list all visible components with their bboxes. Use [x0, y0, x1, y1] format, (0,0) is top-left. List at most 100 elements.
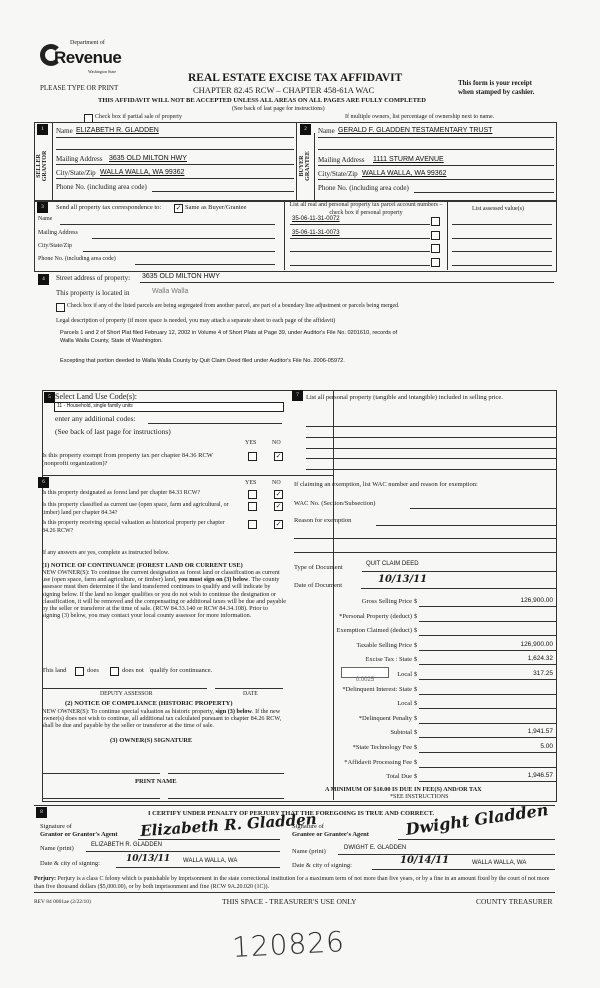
currency-sign: $ — [414, 744, 418, 751]
buyer-name[interactable]: GERALD F. GLADDEN TESTAMENTARY TRUST — [338, 127, 493, 134]
fee-label: *Personal Property (deduct) — [339, 612, 412, 620]
fee-line — [419, 766, 556, 768]
fee-line — [419, 635, 556, 637]
fee-label: Local — [397, 700, 412, 708]
grantor-sign-city[interactable]: WALLA WALLA, WA — [183, 858, 238, 864]
exempt-no-checkbox[interactable]: ✓ — [274, 452, 283, 461]
logo-swoosh-icon — [40, 44, 62, 66]
parcel-number[interactable]: 35-06-11-31-0072 — [292, 216, 340, 222]
personal-property-checkbox[interactable] — [431, 217, 440, 226]
land-use-code-select[interactable]: 11 - Household, single family units — [54, 402, 284, 412]
question-no-checkbox[interactable]: ✓ — [274, 520, 283, 529]
currency-sign: $ — [414, 729, 418, 737]
dor-logo: Department of Revenue Washington State — [40, 40, 122, 80]
currency-sign: $ — [414, 685, 418, 693]
fee-line — [419, 679, 556, 680]
fee-line — [419, 737, 556, 739]
assessed-value-line[interactable] — [452, 251, 552, 252]
question-no-checkbox[interactable]: ✓ — [274, 502, 283, 511]
exempt-yes-checkbox[interactable] — [248, 452, 257, 461]
currency-sign: $ — [414, 758, 418, 766]
land-does-not-checkbox[interactable] — [110, 667, 119, 676]
fee-line — [419, 752, 556, 753]
section-3-box — [34, 200, 557, 272]
fee-value[interactable]: 5.00 — [540, 743, 553, 750]
document-type[interactable]: QUIT CLAIM DEED — [366, 561, 419, 567]
parcel-line — [290, 251, 430, 252]
question-text: Is this property receiving special valua… — [42, 520, 225, 534]
fee-label: *Delinquent Interest: State — [342, 685, 412, 693]
fee-line — [419, 606, 556, 607]
question-yes-checkbox[interactable] — [248, 490, 257, 499]
document-date[interactable]: 10/13/11 — [378, 574, 428, 585]
currency-sign: $ — [414, 612, 418, 620]
fee-value[interactable]: 126,900.00 — [520, 640, 553, 648]
seller-mailing-address[interactable]: 3635 OLD MILTON HWY — [109, 155, 187, 162]
fee-line — [419, 722, 556, 724]
fee-label: Taxable Selling Price — [356, 641, 412, 649]
parcel-line — [290, 264, 430, 266]
same-as-buyer-checkbox[interactable]: ✓ — [174, 204, 183, 213]
personal-property-checkbox[interactable] — [431, 230, 440, 240]
fee-label: *Affidavit Processing Fee — [344, 758, 412, 766]
fee-label: Local — [397, 671, 412, 678]
fee-value[interactable]: 1,941.57 — [527, 728, 553, 736]
currency-sign: $ — [414, 656, 418, 664]
parcel-number[interactable]: 35-06-11-31-0073 — [292, 229, 340, 236]
currency-sign: $ — [414, 700, 418, 708]
currency-sign: $ — [414, 598, 418, 605]
fee-value[interactable]: 1,624.32 — [527, 655, 553, 663]
grantee-sign-city[interactable]: WALLA WALLA, WA — [472, 860, 527, 866]
currency-sign: $ — [414, 714, 418, 722]
buyer-city-state-zip[interactable]: WALLA WALLA, WA 99362 — [362, 170, 447, 177]
fee-value[interactable]: 126,900.00 — [520, 597, 553, 604]
assessed-value-line[interactable] — [452, 224, 552, 225]
section-8-box — [34, 805, 555, 859]
fee-label: Gross Selling Price — [361, 598, 412, 605]
personal-property-checkbox[interactable] — [431, 244, 440, 253]
fee-line — [419, 708, 556, 710]
seller-buyer-box — [34, 122, 557, 202]
fee-label: Excise Tax : State — [365, 656, 412, 664]
question-yes-checkbox[interactable] — [248, 520, 257, 529]
land-does-checkbox[interactable] — [75, 667, 84, 676]
currency-sign: $ — [414, 773, 418, 781]
question-no-checkbox[interactable]: ✓ — [274, 490, 283, 499]
assessed-value-line[interactable] — [452, 264, 552, 266]
property-street-address[interactable]: 3635 OLD MILTON HWY — [142, 273, 220, 280]
seller-city-state-zip[interactable]: WALLA WALLA, WA 99362 — [100, 169, 185, 176]
fee-line — [419, 693, 556, 695]
currency-sign: $ — [414, 641, 418, 649]
question-text: Is this property designated as forest la… — [42, 490, 201, 496]
form-title: REAL ESTATE EXCISE TAX AFFIDAVIT — [188, 72, 403, 84]
currency-sign: $ — [414, 627, 418, 635]
parcel-line — [290, 224, 430, 225]
property-location[interactable]: Walla Walla — [152, 288, 189, 295]
fee-line — [419, 781, 556, 783]
currency-sign: $ — [414, 671, 418, 678]
grantee-print-name[interactable]: DWIGHT E. GLADDEN — [344, 845, 407, 851]
fee-line — [419, 620, 556, 622]
perjury-notice: Perjury: Perjury is a class C felony whi… — [34, 876, 550, 890]
question-yes-checkbox[interactable] — [248, 502, 257, 511]
grantor-sign-date[interactable]: 10/13/11 — [126, 854, 171, 864]
fee-line — [419, 664, 556, 666]
assessed-value-line[interactable] — [452, 237, 552, 239]
personal-property-checkbox[interactable] — [431, 257, 440, 267]
handwritten-stamp-number: 120826 — [231, 925, 346, 964]
local-rate-field[interactable]: 0.0025 — [341, 667, 389, 683]
fee-label: Total Due — [386, 773, 412, 781]
fee-value[interactable]: 317.25 — [533, 670, 553, 677]
fee-label: *State Technology Fee — [352, 744, 412, 751]
buyer-mailing-address[interactable]: 1111 STURM AVENUE — [373, 156, 444, 163]
question-text: Is this property classified as current u… — [42, 502, 229, 516]
fee-line — [419, 649, 556, 651]
seller-name[interactable]: ELIZABETH R. GLADDEN — [76, 127, 159, 134]
segregated-parcel-checkbox[interactable] — [56, 303, 65, 312]
fee-label: Exemption Claimed (deduct) — [336, 627, 412, 635]
grantor-print-name[interactable]: ELIZABETH R. GLADDEN — [91, 842, 163, 848]
grantee-sign-date[interactable]: 10/14/11 — [400, 855, 450, 866]
fee-label: *Delinquent Penalty — [358, 714, 412, 722]
fee-value[interactable]: 1,946.57 — [527, 772, 553, 780]
parcel-line — [290, 237, 430, 239]
